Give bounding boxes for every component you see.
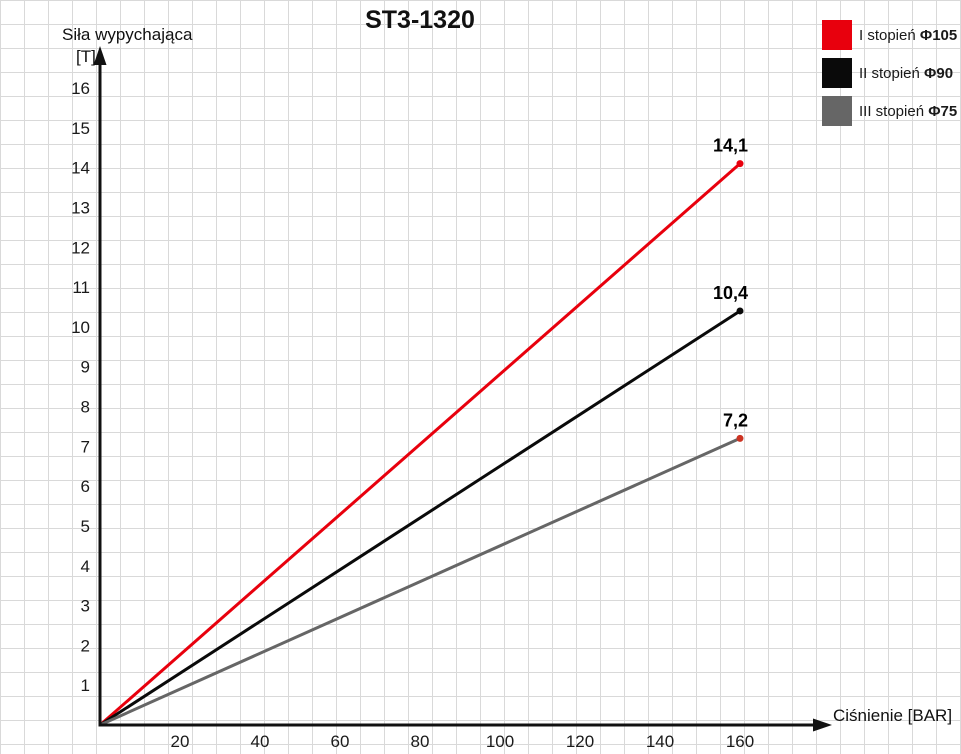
x-tick-label: 80 <box>411 732 430 751</box>
series-end-marker <box>736 434 744 442</box>
y-tick-label: 6 <box>81 477 90 496</box>
legend-label-phi: Φ75 <box>928 102 958 120</box>
legend-item-stage2: II stopień Φ90 <box>822 58 957 88</box>
y-tick-label: 14 <box>71 159 90 178</box>
y-tick-label: 3 <box>81 597 90 616</box>
legend-swatch-gray <box>822 96 852 126</box>
y-axis-label: Siła wypychająca [T] <box>62 24 192 68</box>
x-tick-label: 140 <box>646 732 674 751</box>
x-tick-label: 120 <box>566 732 594 751</box>
y-tick-label: 8 <box>81 398 90 417</box>
legend-label-phi: Φ105 <box>919 26 958 44</box>
y-tick-label: 1 <box>81 676 90 695</box>
x-tick-label: 60 <box>331 732 350 751</box>
y-tick-label: 7 <box>81 437 90 456</box>
legend-label: II stopień Φ90 <box>859 65 953 82</box>
x-tick-label: 100 <box>486 732 514 751</box>
legend-label-text: III stopień <box>859 102 925 120</box>
legend-swatch-black <box>822 58 852 88</box>
x-tick-label: 20 <box>171 732 190 751</box>
y-tick-label: 2 <box>81 636 90 655</box>
y-tick-label: 15 <box>71 119 90 138</box>
legend-item-stage3: III stopień Φ75 <box>822 96 957 126</box>
series-end-label: 10,4 <box>713 283 748 303</box>
legend-label: I stopień Φ105 <box>859 27 957 44</box>
y-axis-arrow <box>93 46 107 65</box>
y-tick-label: 9 <box>81 358 90 377</box>
x-axis-arrow <box>813 718 832 732</box>
legend-swatch-red <box>822 20 852 50</box>
series-end-marker <box>736 160 744 168</box>
series-end-label: 7,2 <box>723 410 748 430</box>
y-tick-label: 13 <box>71 198 90 217</box>
x-tick-label: 160 <box>726 732 754 751</box>
y-axis-unit: [T] <box>76 47 96 66</box>
y-tick-label: 16 <box>71 79 90 98</box>
x-axis-label: Ciśnienie [BAR] <box>833 706 953 725</box>
y-tick-label: 11 <box>72 278 90 297</box>
series-line <box>99 436 741 727</box>
legend-label-text: I stopień <box>859 26 916 44</box>
legend: I stopień Φ105 II stopień Φ90 III stopie… <box>822 20 957 126</box>
y-axis-label-text: Siła wypychająca <box>62 25 193 44</box>
series-line <box>99 309 741 727</box>
legend-item-stage1: I stopień Φ105 <box>822 20 957 50</box>
series-end-label: 14,1 <box>713 136 748 156</box>
y-tick-label: 10 <box>71 318 90 337</box>
legend-label-phi: Φ90 <box>924 64 954 82</box>
y-tick-label: 12 <box>71 238 90 257</box>
x-tick-label: 40 <box>251 732 270 751</box>
y-tick-label: 4 <box>81 557 90 576</box>
chart-title: ST3-1320 <box>365 6 475 34</box>
series-line <box>99 162 741 727</box>
y-tick-label: 5 <box>81 517 90 536</box>
legend-label: III stopień Φ75 <box>859 103 957 120</box>
legend-label-text: II stopień <box>859 64 920 82</box>
series-end-marker <box>736 307 744 315</box>
